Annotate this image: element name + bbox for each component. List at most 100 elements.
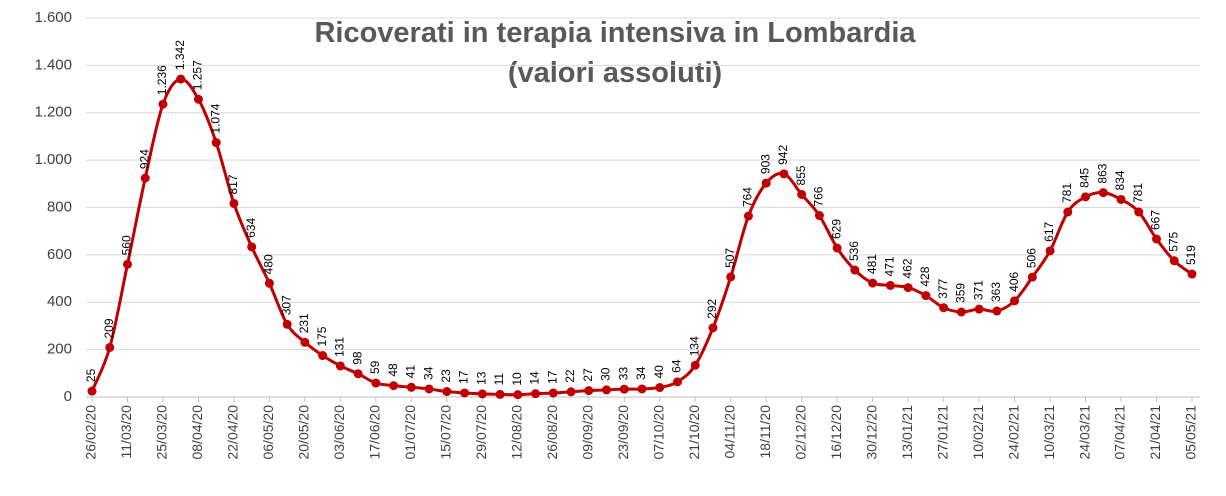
x-tick-label: 22/04/20 <box>225 405 241 460</box>
value-label: 34 <box>421 366 435 380</box>
x-tick-label: 30/12/20 <box>863 405 879 460</box>
x-tick-label: 12/08/20 <box>509 405 525 460</box>
value-label: 480 <box>262 254 276 274</box>
value-label: 667 <box>1149 210 1163 230</box>
value-label: 292 <box>705 298 719 318</box>
point <box>992 306 1002 316</box>
value-label: 363 <box>989 282 1003 302</box>
point <box>371 378 381 388</box>
value-label: 14 <box>528 371 542 385</box>
point <box>566 387 576 397</box>
value-label: 40 <box>652 365 666 379</box>
y-tick-label: 200 <box>47 341 72 358</box>
x-tick-label: 01/07/20 <box>402 405 418 460</box>
point <box>353 369 363 379</box>
x-tick-label: 17/06/20 <box>367 405 383 460</box>
y-tick-label: 400 <box>47 293 72 310</box>
x-tick-label: 13/01/21 <box>899 405 915 460</box>
point <box>477 389 487 399</box>
value-label: 506 <box>1024 248 1038 268</box>
value-label: 855 <box>794 165 808 185</box>
point <box>158 99 168 109</box>
x-tick-label: 23/09/20 <box>615 405 631 460</box>
point <box>584 386 594 396</box>
point <box>903 283 913 293</box>
point <box>1169 256 1179 266</box>
value-label: 536 <box>847 241 861 261</box>
y-tick-label: 1.600 <box>34 9 72 26</box>
value-label: 845 <box>1078 167 1092 187</box>
value-label: 231 <box>297 313 311 333</box>
y-tick-label: 1.400 <box>34 56 72 73</box>
point <box>176 74 186 84</box>
value-label: 377 <box>936 278 950 298</box>
x-tick-label: 20/05/20 <box>296 405 312 460</box>
point <box>1098 188 1108 198</box>
point <box>282 319 292 329</box>
point <box>1152 234 1162 244</box>
point <box>335 361 345 371</box>
value-label: 34 <box>634 366 648 380</box>
value-label: 462 <box>900 258 914 278</box>
value-label: 406 <box>1007 271 1021 291</box>
value-label: 30 <box>599 367 613 381</box>
value-label: 428 <box>918 266 932 286</box>
point <box>122 259 132 269</box>
x-tick-label: 10/02/21 <box>970 405 986 460</box>
x-tick-label: 24/02/21 <box>1005 405 1021 460</box>
point <box>531 389 541 399</box>
value-label: 175 <box>315 326 329 346</box>
value-label: 48 <box>386 363 400 377</box>
x-tick-label: 10/03/21 <box>1041 405 1057 460</box>
value-label: 629 <box>829 219 843 239</box>
point <box>1063 207 1073 217</box>
value-label: 507 <box>723 248 737 268</box>
point <box>548 388 558 398</box>
point <box>300 337 310 347</box>
point <box>921 291 931 301</box>
point <box>389 381 399 391</box>
value-label: 307 <box>279 295 293 315</box>
value-label: 41 <box>404 365 418 379</box>
point <box>690 360 700 370</box>
x-tick-label: 05/05/21 <box>1183 405 1199 460</box>
point <box>1116 194 1126 204</box>
value-label: 942 <box>776 145 790 165</box>
value-label: 33 <box>616 367 630 381</box>
value-label: 371 <box>971 280 985 300</box>
chart-subtitle: (valori assoluti) <box>508 57 722 89</box>
x-tick-label: 07/10/20 <box>650 405 666 460</box>
point <box>726 272 736 282</box>
point <box>655 383 665 393</box>
value-label: 764 <box>741 187 755 207</box>
x-tick-label: 06/05/20 <box>260 405 276 460</box>
point <box>495 389 505 399</box>
value-label: 13 <box>474 371 488 385</box>
value-label: 863 <box>1095 163 1109 183</box>
value-label: 27 <box>581 368 595 382</box>
x-tick-label: 29/07/20 <box>473 405 489 460</box>
x-tick-label: 24/03/21 <box>1076 405 1092 460</box>
value-label: 25 <box>84 368 98 382</box>
point <box>1134 207 1144 217</box>
point <box>885 280 895 290</box>
chart-title: Ricoverati in terapia intensiva in Lomba… <box>314 17 916 49</box>
value-label: 481 <box>865 254 879 274</box>
value-label: 131 <box>333 337 347 357</box>
value-label: 1.236 <box>155 65 169 95</box>
point <box>105 342 115 352</box>
value-label: 1.074 <box>208 103 222 133</box>
x-tick-label: 21/04/21 <box>1147 405 1163 460</box>
x-tick-label: 08/04/20 <box>189 405 205 460</box>
value-label: 1.342 <box>173 40 187 70</box>
point <box>672 377 682 387</box>
point <box>424 384 434 394</box>
x-tick-label: 18/11/20 <box>757 405 773 459</box>
point <box>708 323 718 333</box>
point <box>140 173 150 183</box>
point <box>1027 272 1037 282</box>
value-label: 23 <box>439 369 453 383</box>
point <box>211 138 221 148</box>
point <box>743 211 753 221</box>
x-tick-label: 04/11/20 <box>721 405 737 459</box>
